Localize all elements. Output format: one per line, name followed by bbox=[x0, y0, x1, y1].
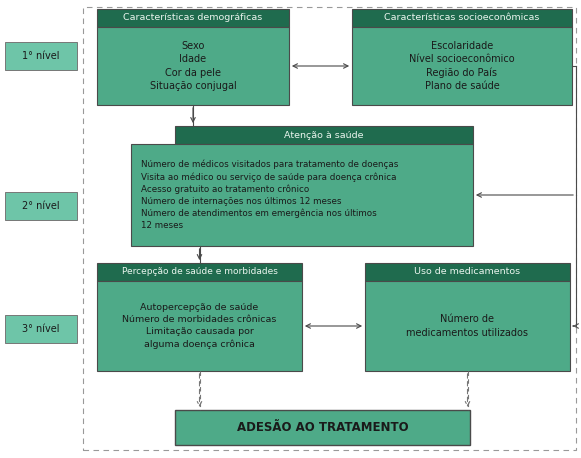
Bar bbox=[352, 27, 572, 105]
Text: Número de médicos visitados para tratamento de doenças
Visita ao médico ou servi: Número de médicos visitados para tratame… bbox=[141, 160, 399, 230]
Bar bbox=[175, 126, 473, 144]
Text: Uso de medicamentos: Uso de medicamentos bbox=[414, 267, 521, 277]
Text: Sexo
Idade
Cor da pele
Situação conjugal: Sexo Idade Cor da pele Situação conjugal bbox=[150, 41, 236, 91]
Text: ADESÃO AO TRATAMENTO: ADESÃO AO TRATAMENTO bbox=[236, 421, 408, 434]
Bar bbox=[83, 7, 576, 450]
Bar bbox=[97, 27, 289, 105]
Text: Atenção à saúde: Atenção à saúde bbox=[284, 131, 364, 140]
Bar bbox=[97, 281, 302, 371]
Text: Número de
medicamentos utilizados: Número de medicamentos utilizados bbox=[407, 314, 529, 338]
Text: 1° nível: 1° nível bbox=[22, 51, 60, 61]
Bar bbox=[97, 263, 302, 281]
Text: Escolaridade
Nível socioeconômico
Região do País
Plano de saúde: Escolaridade Nível socioeconômico Região… bbox=[409, 41, 515, 91]
Bar bbox=[131, 144, 473, 246]
Bar bbox=[5, 315, 77, 343]
Bar bbox=[365, 263, 570, 281]
Text: Percepção de saúde e morbidades: Percepção de saúde e morbidades bbox=[121, 267, 278, 277]
Text: Características demográficas: Características demográficas bbox=[123, 13, 263, 22]
Text: Características socioeconômicas: Características socioeconômicas bbox=[384, 13, 540, 22]
Bar bbox=[5, 192, 77, 220]
Bar bbox=[175, 410, 470, 445]
Bar bbox=[365, 281, 570, 371]
Text: Autopercepção de saúde
Número de morbidades crônicas
Limitação causada por
algum: Autopercepção de saúde Número de morbida… bbox=[123, 304, 277, 349]
Text: 2° nível: 2° nível bbox=[22, 201, 60, 211]
Bar bbox=[352, 9, 572, 27]
Text: 3° nível: 3° nível bbox=[22, 324, 60, 334]
Bar bbox=[5, 42, 77, 70]
Bar bbox=[97, 9, 289, 27]
